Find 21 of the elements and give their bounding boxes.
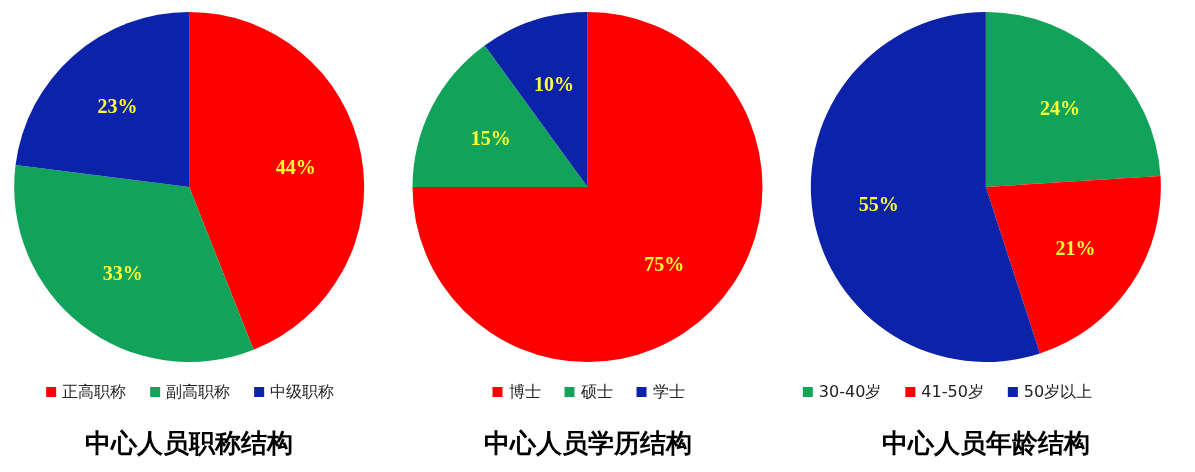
text: 中心人员年龄结构 [881,428,1090,458]
data-label: 24% [1040,96,1081,119]
data-label: 10% [533,72,574,95]
legend-label: 30-40岁 [818,382,882,401]
legend-label: 学士 [652,382,685,401]
data-label: 33% [102,261,143,284]
text: 中心人员学历结构 [483,428,692,458]
legend-label: 博士 [508,382,541,401]
legend-label: 50岁以上 [1023,382,1093,401]
data-label: 75% [644,252,685,275]
legend-label: 中级职称 [270,382,335,401]
legend-label: 41-50岁 [921,382,984,401]
data-label: 23% [97,94,138,117]
data-label: 55% [858,192,899,215]
data-label: 15% [470,126,511,149]
data-label: 44% [275,155,316,178]
text: 中心人员职称结构 [85,428,294,458]
legend-label: 副高职称 [166,382,231,401]
legend-label: 硕士 [579,382,613,401]
legend-label: 正高职称 [62,382,127,401]
data-label: 21% [1055,236,1096,259]
